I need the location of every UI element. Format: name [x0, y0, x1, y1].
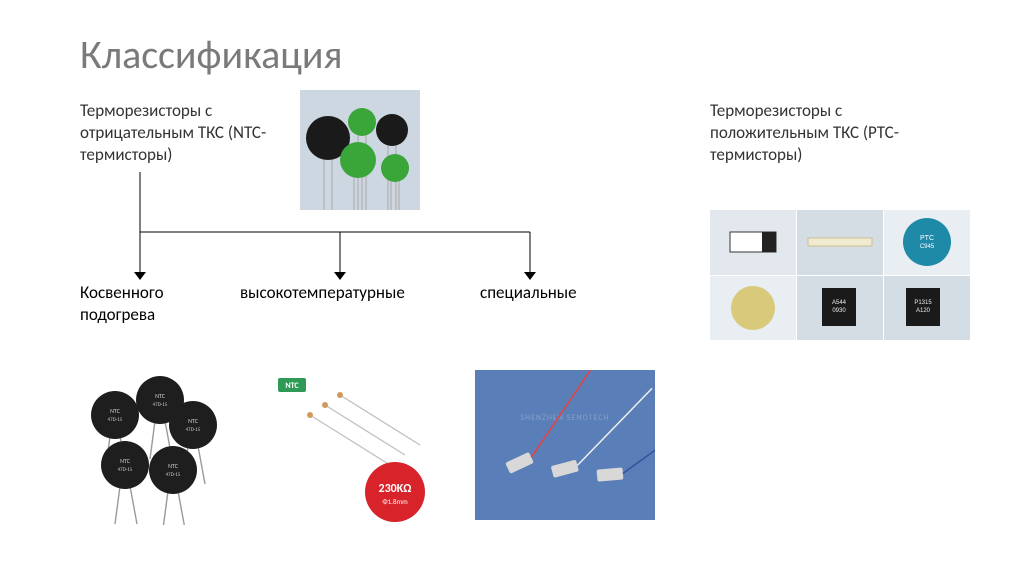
svg-text:0930: 0930 [832, 308, 846, 314]
svg-text:NTC: NTC [168, 462, 179, 470]
svg-text:47D-15: 47D-15 [108, 417, 123, 423]
special-image: SHENZHEN SENOTECH [475, 370, 655, 520]
ntc-group-image [300, 90, 420, 210]
svg-text:C945: C945 [920, 244, 935, 250]
svg-text:PTC: PTC [920, 235, 934, 242]
indirect-heating-image: NTC 47D-15 NTC 47D-15 NTC 47D-15 NTC 47D-15 NTC 4… [65, 360, 235, 525]
svg-text:NTC: NTC [285, 381, 299, 391]
svg-text:230KΩ: 230KΩ [379, 482, 412, 496]
svg-text:NTC: NTC [120, 457, 131, 465]
svg-text:47D-15: 47D-15 [118, 467, 133, 473]
svg-text:NTC: NTC [110, 407, 121, 415]
subcategory-indirect-heating: Косвенного подогрева [80, 282, 210, 326]
right-group-label: Терморезисторы с положительным ТКС (PTC-… [710, 100, 910, 166]
ptc-group-image: PTC C945 A544 0930 P1315 A120 [710, 210, 970, 340]
svg-text:47D-15: 47D-15 [166, 472, 181, 478]
svg-text:P1315: P1315 [914, 300, 932, 306]
svg-text:47D-15: 47D-15 [153, 402, 168, 408]
svg-text:SHENZHEN SENOTECH: SHENZHEN SENOTECH [520, 413, 609, 423]
high-temp-image: NTC 230KΩΦ1.8mm [270, 370, 440, 525]
svg-text:Φ1.8mm: Φ1.8mm [382, 497, 408, 506]
left-group-label: Терморезисторы с отрицательным ТКС (NTC-… [80, 100, 270, 166]
svg-text:A120: A120 [916, 308, 931, 314]
subcategory-special: специальные [480, 282, 630, 303]
svg-text:NTC: NTC [188, 417, 199, 425]
slide-title: Классификация [80, 30, 342, 79]
svg-text:47D-15: 47D-15 [186, 427, 201, 433]
svg-text:A544: A544 [832, 300, 847, 306]
subcategory-high-temp: высокотемпературные [240, 282, 440, 303]
svg-text:NTC: NTC [155, 392, 166, 400]
